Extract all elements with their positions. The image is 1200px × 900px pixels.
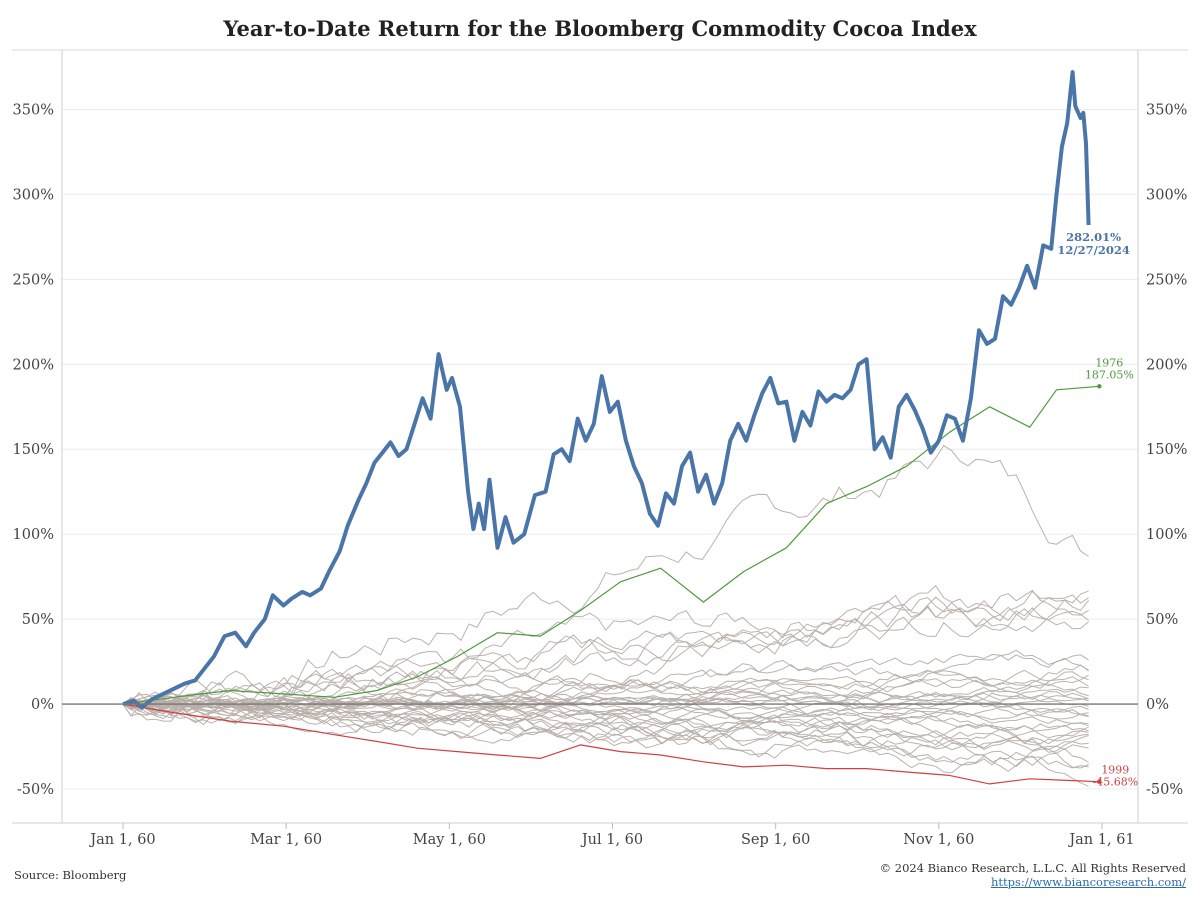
y-tick-label-left: 150% xyxy=(13,442,54,458)
y-tick-label-left: 0% xyxy=(31,697,54,713)
y-tick-label-right: 100% xyxy=(1146,527,1187,543)
background-series-line xyxy=(122,695,1089,746)
background-series-line xyxy=(122,585,1089,713)
y-tick-label-right: 150% xyxy=(1146,442,1187,458)
worst-series-name: 1999 xyxy=(1101,764,1129,777)
gridlines xyxy=(62,108,1138,790)
x-tick-label: Sep 1, 60 xyxy=(741,832,810,848)
background-series-line xyxy=(122,692,1089,711)
background-series-line xyxy=(122,702,1089,769)
highlight-end-value: 282.01% xyxy=(1066,230,1121,244)
y-tick-label-left: -50% xyxy=(17,782,54,798)
background-series-line xyxy=(122,693,1089,751)
highlight-end-date: 12/27/2024 xyxy=(1057,243,1129,257)
y-tick-label-left: 250% xyxy=(13,272,54,288)
y-tick-label-right: 200% xyxy=(1146,357,1187,373)
series-end-dot-1976 xyxy=(1097,384,1102,389)
x-tick-label: Jul 1, 60 xyxy=(580,832,643,848)
background-series-line xyxy=(122,653,1089,710)
y-tick-label-right: 250% xyxy=(1146,272,1187,288)
x-tick-label: Jan 1, 61 xyxy=(1067,832,1134,848)
y-tick-label-right: 50% xyxy=(1146,612,1178,628)
y-tick-label-left: 50% xyxy=(22,612,54,628)
y-tick-label-left: 100% xyxy=(13,527,54,543)
best-series-value: 187.05% xyxy=(1085,368,1134,381)
y-tick-label-right: 0% xyxy=(1146,697,1169,713)
highlight-series xyxy=(122,70,1102,785)
best-series-name: 1976 xyxy=(1095,356,1123,369)
series-line-1999 xyxy=(122,703,1100,785)
y-tick-label-left: 350% xyxy=(13,102,54,118)
background-series-line xyxy=(122,590,1089,724)
x-tick-label: Mar 1, 60 xyxy=(250,832,322,848)
background-series-line xyxy=(122,684,1089,712)
series-end-dot-1999 xyxy=(1097,779,1102,784)
y-tick-label-left: 200% xyxy=(13,357,54,373)
background-series-line xyxy=(122,674,1089,708)
source-note: Source: Bloomberg xyxy=(14,868,127,882)
website-link[interactable]: https://www.biancoresearch.com/ xyxy=(990,875,1186,889)
background-series-line xyxy=(122,697,1089,721)
y-tick-label-right: -50% xyxy=(1146,782,1183,798)
x-tick-label: Nov 1, 60 xyxy=(903,832,974,848)
series-line-2024 xyxy=(122,70,1091,710)
background-series-line xyxy=(122,594,1089,716)
background-series xyxy=(122,444,1089,787)
x-tick-label: Jan 1, 60 xyxy=(88,832,155,848)
background-series-line xyxy=(122,691,1089,769)
y-tick-label-left: 300% xyxy=(13,187,54,203)
copyright-note: © 2024 Bianco Research, L.L.C. All Right… xyxy=(879,861,1186,875)
background-series-line xyxy=(122,702,1089,763)
worst-series-value: -45.68% xyxy=(1092,776,1138,789)
background-series-line xyxy=(122,699,1089,757)
chart-title: Year-to-Date Return for the Bloomberg Co… xyxy=(223,16,977,41)
y-tick-label-right: 350% xyxy=(1146,102,1187,118)
background-series-line xyxy=(122,590,1089,726)
axes: -50% -50% 0% 0% 50% 50% 100% 100% 150% 150% 200% 20… xyxy=(12,49,1188,848)
x-tick-label: May 1, 60 xyxy=(413,832,486,848)
y-tick-label-right: 300% xyxy=(1146,187,1187,203)
background-series-line xyxy=(122,703,1089,787)
